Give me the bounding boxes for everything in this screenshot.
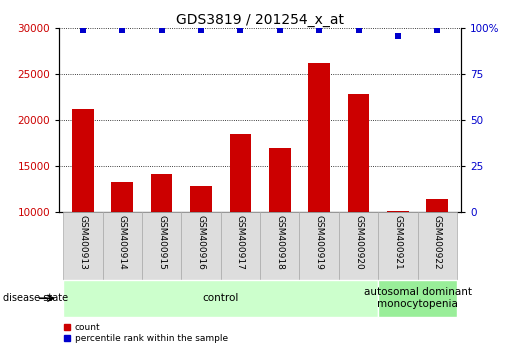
Title: GDS3819 / 201254_x_at: GDS3819 / 201254_x_at bbox=[176, 13, 344, 27]
Text: GSM400916: GSM400916 bbox=[197, 215, 205, 270]
Bar bbox=[339, 212, 378, 280]
Bar bbox=[378, 280, 457, 317]
Bar bbox=[63, 212, 102, 280]
Bar bbox=[387, 211, 409, 304]
Text: autosomal dominant
monocytopenia: autosomal dominant monocytopenia bbox=[364, 287, 472, 309]
Bar bbox=[221, 212, 260, 280]
Bar bbox=[378, 212, 418, 280]
Point bbox=[315, 27, 323, 33]
Bar bbox=[348, 94, 369, 304]
Bar bbox=[142, 212, 181, 280]
Bar bbox=[418, 212, 457, 280]
Text: GSM400915: GSM400915 bbox=[157, 215, 166, 270]
Bar bbox=[102, 212, 142, 280]
Text: GSM400920: GSM400920 bbox=[354, 215, 363, 270]
Point bbox=[118, 27, 126, 33]
Bar bbox=[308, 63, 330, 304]
Bar bbox=[190, 186, 212, 304]
Text: GSM400917: GSM400917 bbox=[236, 215, 245, 270]
Legend: count, percentile rank within the sample: count, percentile rank within the sample bbox=[64, 323, 228, 343]
Text: GSM400914: GSM400914 bbox=[118, 215, 127, 270]
Bar bbox=[151, 174, 173, 304]
Bar bbox=[72, 109, 94, 304]
Text: GSM400918: GSM400918 bbox=[275, 215, 284, 270]
Text: GSM400922: GSM400922 bbox=[433, 215, 442, 270]
Point bbox=[354, 27, 363, 33]
Text: GSM400913: GSM400913 bbox=[78, 215, 88, 270]
Point bbox=[158, 27, 166, 33]
Bar bbox=[269, 148, 290, 304]
Bar bbox=[426, 199, 448, 304]
Text: GSM400919: GSM400919 bbox=[315, 215, 323, 270]
Bar bbox=[111, 182, 133, 304]
Point bbox=[276, 27, 284, 33]
Bar bbox=[63, 280, 378, 317]
Bar bbox=[260, 212, 299, 280]
Text: control: control bbox=[202, 293, 239, 303]
Point bbox=[433, 27, 441, 33]
Bar bbox=[299, 212, 339, 280]
Text: disease state: disease state bbox=[3, 293, 67, 303]
Bar bbox=[230, 134, 251, 304]
Bar bbox=[181, 212, 221, 280]
Point bbox=[236, 27, 245, 33]
Point bbox=[79, 27, 87, 33]
Point bbox=[197, 27, 205, 33]
Point bbox=[394, 33, 402, 39]
Text: GSM400921: GSM400921 bbox=[393, 215, 402, 270]
